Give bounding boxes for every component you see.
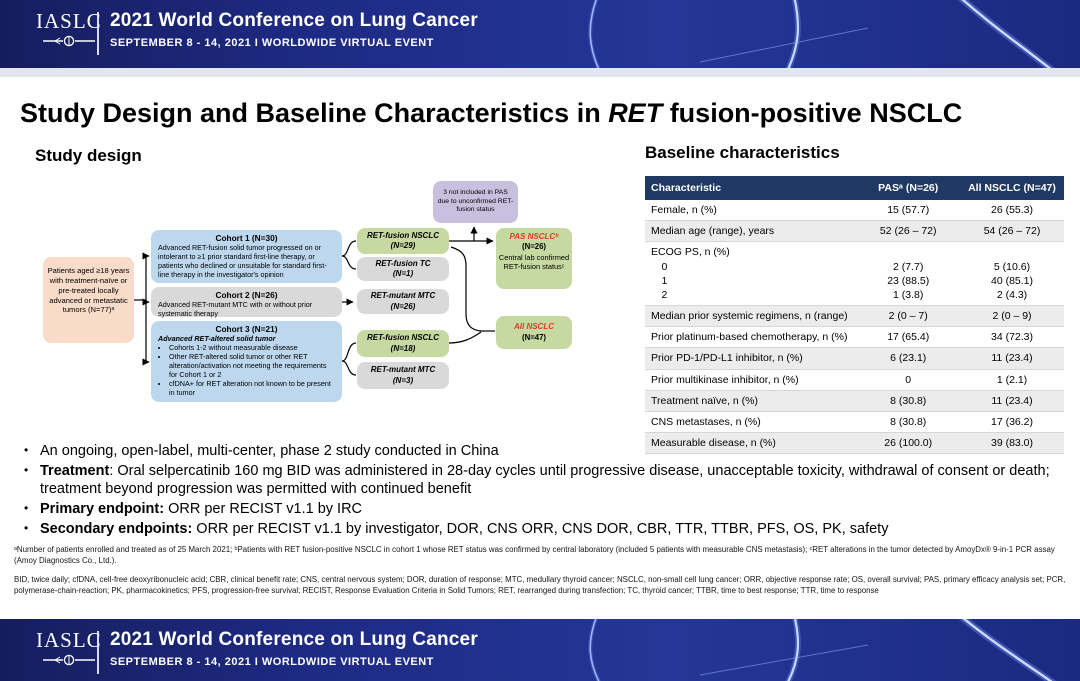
row-label: ECOG PS, n (%) 0 1 2 <box>645 241 857 307</box>
table-row: Prior PD-1/PD-L1 inhibitor, n (%) 6 (23.… <box>645 347 1064 370</box>
cohort3-criterion: Cohorts 1-2 without measurable disease <box>169 343 335 352</box>
cohort2-body: Advanced RET-mutant MTC with or without … <box>158 300 313 319</box>
table-row: Treatment naïve, n (%) 8 (30.8) 11 (23.4… <box>645 390 1064 412</box>
bullet-study: An ongoing, open-label, multi-center, ph… <box>22 443 1070 461</box>
bullet-primary-endpoint: Primary endpoint: ORR per RECIST v1.1 by… <box>22 501 1070 519</box>
patients-box: Patients aged ≥18 years with treatment-n… <box>43 257 134 343</box>
ret-fusion-nsclc-18-box: RET-fusion NSCLC (N=18) <box>357 330 449 357</box>
cohort2-box: Cohort 2 (N=26) Advanced RET-mutant MTC … <box>151 287 342 319</box>
table-row: Prior platinum-based chemotherapy, n (%)… <box>645 326 1064 349</box>
cohort1-title: Cohort 1 (N=30) <box>215 233 278 243</box>
table-header-row: Characteristic PASᵃ (N=26) All NSCLC (N=… <box>645 176 1064 200</box>
footnote-markers: ᵃNumber of patients enrolled and treated… <box>14 545 1055 566</box>
key-points-list: An ongoing, open-label, multi-center, ph… <box>22 441 1070 541</box>
page-title-gene: RET <box>608 98 663 128</box>
row-all-value: 34 (72.3) <box>960 326 1064 349</box>
pas-nsclc-box: PAS NSCLCᵇ (N=26) Central lab confirmed … <box>496 228 572 289</box>
row-label: Prior platinum-based chemotherapy, n (%) <box>645 326 857 349</box>
ret-fusion-nsclc-29-box: RET-fusion NSCLC (N=29) <box>357 228 449 254</box>
all-nsclc-box: All NSCLC (N=47) <box>496 316 572 349</box>
cohort1-box: Cohort 1 (N=30) Advanced RET-fusion soli… <box>151 230 342 283</box>
row-pas-value: 2 (7.7) 23 (88.5) 1 (3.8) <box>856 241 961 307</box>
cohort2-title: Cohort 2 (N=26) <box>215 290 278 300</box>
bullet-secondary-endpoints: Secondary endpoints: ORR per RECIST v1.1… <box>22 521 1070 539</box>
pas-nsclc-n: (N=26) <box>521 242 547 252</box>
conference-title: 2021 World Conference on Lung Cancer <box>110 629 478 650</box>
conference-title: 2021 World Conference on Lung Cancer <box>110 10 478 31</box>
iaslc-logo: IASLC <box>36 9 102 52</box>
row-all-value: 26 (55.3) <box>960 200 1064 222</box>
all-nsclc-title: All NSCLC <box>514 322 554 332</box>
row-all-value: 5 (10.6) 40 (85.1) 2 (4.3) <box>960 241 1064 307</box>
footer-bar: IASLC 2021 World Conference on Lung Canc… <box>0 619 1080 681</box>
baseline-table-body: Female, n (%) 15 (57.7) 26 (55.3) Median… <box>645 200 1064 455</box>
pas-nsclc-title: PAS NSCLCᵇ <box>509 232 559 241</box>
table-row: Median prior systemic regimens, n (range… <box>645 305 1064 328</box>
page-title-pre: Study Design and Baseline Characteristic… <box>20 98 609 128</box>
conference-subtitle: SEPTEMBER 8 - 14, 2021 I WORLDWIDE VIRTU… <box>110 37 434 49</box>
header-separator <box>0 68 1080 77</box>
all-nsclc-n: (N=47) <box>521 332 547 342</box>
row-all-value: 11 (23.4) <box>960 347 1064 370</box>
col-header-pas: PASᵃ (N=26) <box>856 176 961 200</box>
study-design-heading: Study design <box>35 146 142 165</box>
row-all-value: 11 (23.4) <box>960 390 1064 412</box>
row-all-value: 2 (0 – 9) <box>960 305 1064 328</box>
iaslc-logo-text: IASLC <box>36 9 102 33</box>
cohort1-body: Advanced RET-fusion solid tumor progress… <box>158 243 327 280</box>
conference-subtitle: SEPTEMBER 8 - 14, 2021 I WORLDWIDE VIRTU… <box>110 656 434 668</box>
baseline-heading: Baseline characteristics <box>645 143 840 162</box>
row-pas-value: 17 (65.4) <box>856 326 961 349</box>
row-pas-value: 2 (0 – 7) <box>856 305 961 328</box>
row-label: Treatment naïve, n (%) <box>645 390 857 412</box>
row-all-value: 54 (26 – 72) <box>960 220 1064 243</box>
row-label: CNS metastases, n (%) <box>645 411 857 434</box>
iaslc-emblem-icon <box>42 654 95 666</box>
row-label: Prior multikinase inhibitor, n (%) <box>645 369 857 391</box>
cohort3-criterion: Other RET-altered solid tumor or other R… <box>169 352 335 379</box>
row-all-value: 17 (36.2) <box>960 411 1064 434</box>
row-pas-value: 6 (23.1) <box>856 347 961 370</box>
iaslc-logo-text: IASLC <box>36 628 102 652</box>
cohort3-intro: Advanced RET-altered solid tumor <box>158 334 276 343</box>
ret-fusion-tc-1-box: RET-fusion TC (N=1) <box>357 257 449 281</box>
iaslc-emblem-icon <box>42 35 95 47</box>
row-pas-value: 8 (30.8) <box>856 390 961 412</box>
row-label: Female, n (%) <box>645 200 857 222</box>
ret-mutant-mtc-26-box: RET-mutant MTC (N=26) <box>357 289 449 314</box>
table-row: Female, n (%) 15 (57.7) 26 (55.3) <box>645 200 1064 222</box>
baseline-table: Characteristic PASᵃ (N=26) All NSCLC (N=… <box>645 176 1064 455</box>
cohort3-box: Cohort 3 (N=21) Advanced RET-altered sol… <box>151 321 342 402</box>
col-header-all-nsclc: All NSCLC (N=47) <box>960 176 1064 200</box>
pas-nsclc-body: Central lab confirmed RET-fusion statusᶜ <box>498 252 570 272</box>
logo-divider <box>97 631 99 674</box>
col-header-characteristic: Characteristic <box>645 176 857 200</box>
table-row: ECOG PS, n (%) 0 1 2 2 (7.7) 23 (88.5) 1… <box>645 241 1064 307</box>
cohort3-criterion: cfDNA+ for RET alteration not known to b… <box>169 379 335 397</box>
row-pas-value: 15 (57.7) <box>856 200 961 222</box>
bullet-treatment: Treatment: Oral selpercatinib 160 mg BID… <box>22 463 1070 499</box>
row-label: Median age (range), years <box>645 220 857 243</box>
iaslc-logo: IASLC <box>36 628 102 671</box>
logo-divider <box>97 12 99 55</box>
page-title-post: fusion-positive NSCLC <box>662 98 963 128</box>
row-pas-value: 8 (30.8) <box>856 411 961 434</box>
row-all-value: 1 (2.1) <box>960 369 1064 391</box>
row-pas-value: 52 (26 – 72) <box>856 220 961 243</box>
row-pas-value: 0 <box>856 369 961 391</box>
table-row: CNS metastases, n (%) 8 (30.8) 17 (36.2) <box>645 411 1064 434</box>
cohort3-criteria-list: Cohorts 1-2 without measurable disease O… <box>158 343 335 397</box>
table-row: Prior multikinase inhibitor, n (%) 0 1 (… <box>645 369 1064 391</box>
ret-mutant-mtc-3-box: RET-mutant MTC (N=3) <box>357 362 449 389</box>
cohort3-title: Cohort 3 (N=21) <box>215 324 278 334</box>
table-row: Median age (range), years 52 (26 – 72) 5… <box>645 220 1064 243</box>
row-label: Median prior systemic regimens, n (range… <box>645 305 857 328</box>
excluded-pas-box: 3 not included in PAS due to unconfirmed… <box>433 181 518 223</box>
decorative-curves <box>588 0 1056 68</box>
page-title: Study Design and Baseline Characteristic… <box>20 98 962 129</box>
decorative-curves <box>588 619 1057 681</box>
row-label: Prior PD-1/PD-L1 inhibitor, n (%) <box>645 347 857 370</box>
header-bar: IASLC 2021 World Conference on Lung Canc… <box>0 0 1080 68</box>
footnote-abbreviations: BID, twice daily; cfDNA, cell-free deoxy… <box>14 575 1066 596</box>
